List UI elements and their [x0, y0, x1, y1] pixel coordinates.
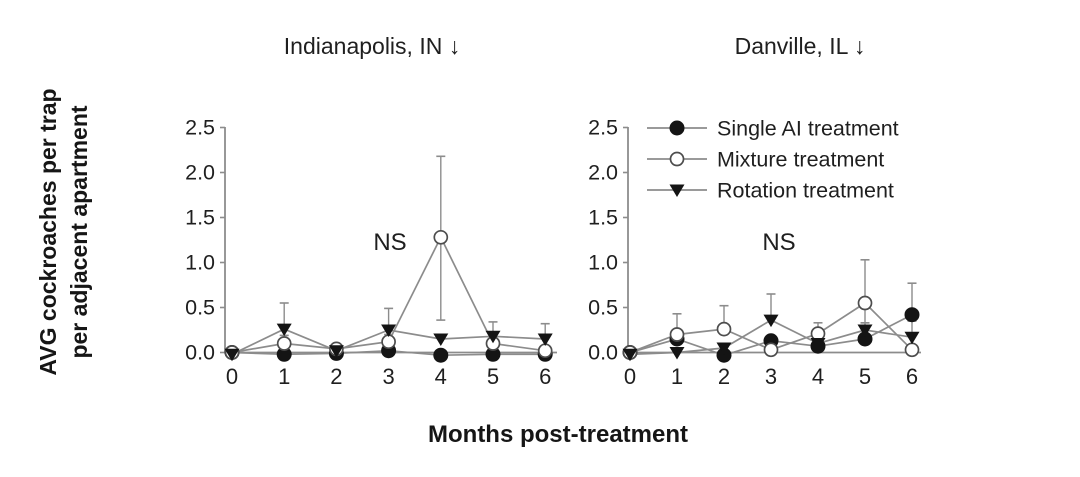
triangle-down-marker	[763, 314, 779, 328]
triangle-down-marker	[537, 333, 553, 346]
ns-annotation: NS	[373, 229, 406, 256]
y-tick-label: 2.5	[588, 116, 618, 140]
open-circle-marker	[669, 327, 685, 342]
y-tick-label: 1.0	[588, 251, 618, 275]
triangle-down-marker	[485, 330, 501, 344]
x-tick-label: 1	[278, 364, 290, 389]
legend-label: Mixture treatment	[717, 148, 884, 172]
open-circle-marker	[669, 151, 685, 167]
triangle-down-marker	[716, 342, 732, 355]
x-tick-label: 1	[671, 364, 683, 389]
x-axis-label: Months post-treatment	[428, 421, 688, 448]
panel-title-danville: Danville, IL ↓	[734, 33, 866, 59]
open-circle-marker	[763, 342, 779, 358]
x-tick-label: 5	[859, 364, 871, 389]
open-circle-marker	[381, 334, 396, 350]
y-tick-label: 1.0	[185, 251, 215, 275]
triangle-down-marker	[622, 348, 638, 362]
filled-circle-marker	[433, 347, 449, 363]
triangle-down-marker	[810, 338, 826, 351]
triangle-down-marker	[904, 331, 920, 345]
triangle-down-marker	[669, 184, 685, 197]
panel-title-indianapolis: Indianapolis, IN ↓	[283, 33, 461, 59]
triangle-down-marker	[381, 324, 397, 337]
x-tick-label: 2	[718, 364, 730, 389]
x-tick-label: 3	[765, 364, 777, 389]
y-tick-label: 2.5	[185, 116, 215, 140]
filled-circle-marker	[669, 120, 685, 136]
y-tick-label: 0.5	[185, 296, 215, 320]
x-tick-label: 4	[812, 364, 824, 389]
panel-1: 0.0 0.5 1.0 1.5 2.0 2.5 0 1 2 3 4 5 6 NS Single AI tre…	[588, 116, 921, 389]
x-tick-label: 4	[435, 364, 447, 389]
triangle-down-marker	[857, 324, 873, 337]
y-tick-label: 0.0	[185, 341, 215, 365]
triangle-down-marker	[276, 323, 292, 337]
x-tick-label: 6	[539, 364, 551, 389]
x-tick-label: 2	[330, 364, 342, 389]
open-circle-marker	[904, 342, 920, 358]
x-tick-label: 3	[382, 364, 394, 389]
triangle-down-marker	[328, 345, 344, 358]
x-tick-label: 0	[624, 364, 636, 389]
triangle-down-marker	[224, 348, 240, 362]
triangle-down-marker	[433, 333, 449, 346]
ns-annotation: NS	[762, 229, 795, 256]
x-tick-label: 5	[487, 364, 499, 389]
filled-circle-marker	[904, 307, 920, 323]
legend-label: Rotation treatment	[717, 179, 894, 203]
legend-label: Single AI treatment	[717, 117, 899, 141]
x-tick-label: 0	[226, 364, 238, 389]
open-circle-marker	[537, 343, 553, 359]
open-circle-marker	[433, 229, 449, 245]
open-circle-marker	[857, 295, 873, 311]
y-tick-label: 1.5	[185, 206, 215, 230]
y-tick-label: 0.0	[588, 341, 618, 365]
y-tick-label: 2.0	[185, 161, 215, 185]
y-tick-label: 0.5	[588, 296, 618, 320]
open-circle-marker	[716, 321, 732, 337]
triangle-down-marker	[669, 347, 685, 360]
x-tick-label: 6	[906, 364, 918, 389]
y-tick-label: 1.5	[588, 206, 618, 230]
open-circle-marker	[276, 336, 292, 351]
y-tick-label: 2.0	[588, 161, 618, 185]
panel-0: 0.0 0.5 1.0 1.5 2.0 2.5 0 1 2 3 4 5 6 NS	[185, 116, 557, 389]
